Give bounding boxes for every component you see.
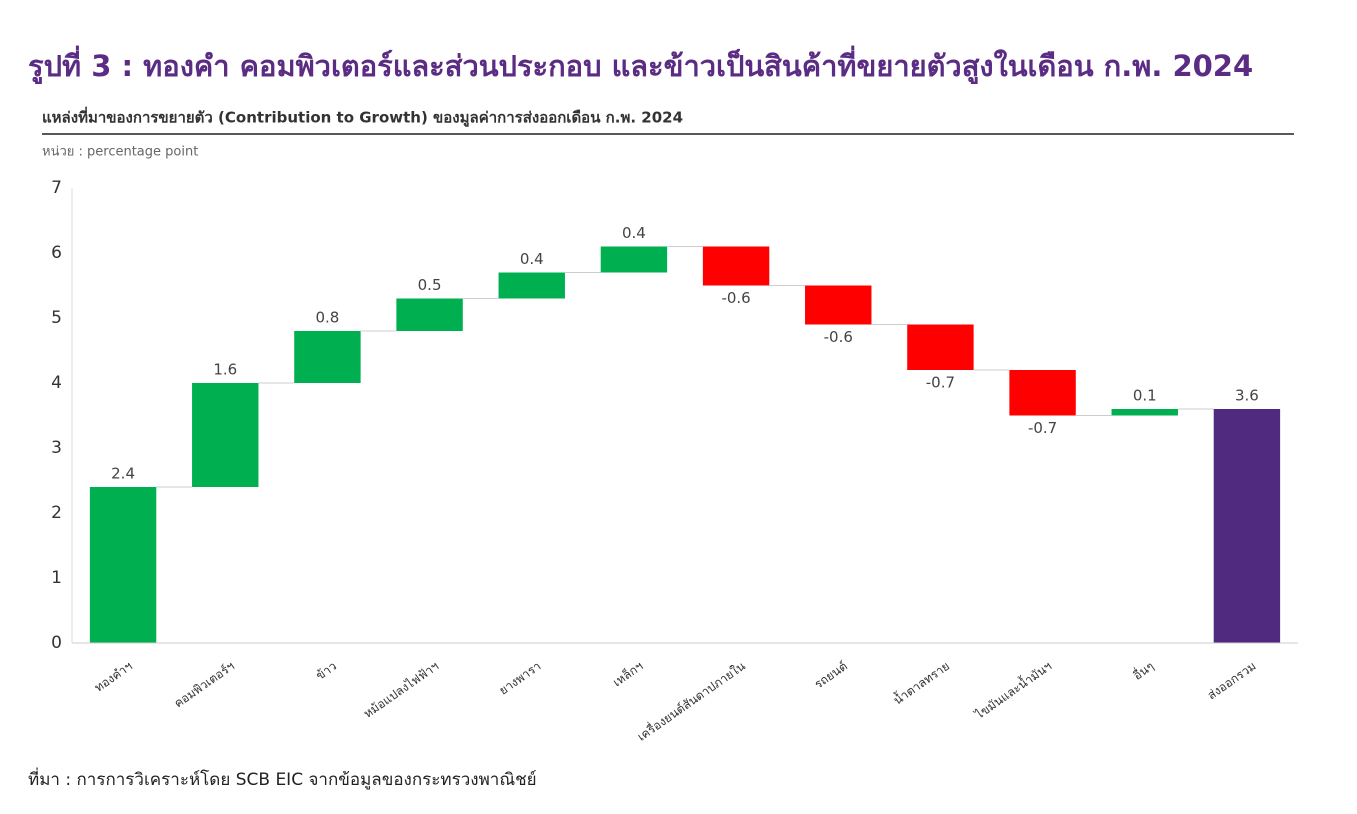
bar — [498, 272, 565, 299]
x-tick-label: ข้าว — [313, 659, 339, 683]
data-label: -0.6 — [824, 328, 853, 346]
x-tick-label: ทองคำฯ — [92, 659, 135, 695]
x-tick-label: คอมพิวเตอร์ฯ — [172, 659, 237, 711]
y-tick-label: 2 — [51, 503, 62, 523]
data-label: -0.7 — [1028, 419, 1057, 437]
y-tick-label: 0 — [51, 633, 62, 653]
y-tick-label: 6 — [51, 243, 62, 263]
x-tick-label: อื่นๆ — [1129, 657, 1156, 683]
x-tick-label: เครื่องยนต์สันดาปภายใน — [634, 657, 748, 744]
x-tick-label: หม้อแปลงไฟฟ้าฯ — [361, 659, 441, 721]
data-label: -0.7 — [926, 374, 955, 392]
bar — [89, 487, 157, 643]
data-label: 0.4 — [622, 224, 646, 242]
x-tick-label: เหล็กฯ — [610, 658, 646, 689]
y-tick-label: 3 — [51, 438, 62, 458]
data-label: 0.5 — [418, 276, 442, 294]
bar — [1213, 409, 1281, 643]
x-tick-label: ยางพารา — [497, 659, 544, 698]
bar — [396, 298, 463, 331]
data-label: 0.8 — [315, 309, 339, 327]
data-label: 0.1 — [1133, 387, 1157, 405]
data-label: 3.6 — [1235, 387, 1259, 405]
data-label: 1.6 — [213, 361, 237, 379]
x-tick-label: ไขมันและน้ำมันฯ — [971, 657, 1054, 722]
chart-title: รูปที่ 3 : ทองคำ คอมพิวเตอร์และส่วนประกอ… — [28, 45, 1253, 84]
bar — [702, 246, 770, 286]
bar — [805, 285, 872, 325]
source-note: ที่มา : การการวิเคราะห์โดย SCB EIC จากข้… — [28, 767, 537, 790]
data-label: -0.6 — [721, 289, 750, 307]
bar — [294, 331, 361, 383]
unit-label: หน่วย : percentage point — [42, 145, 198, 160]
bar — [600, 246, 668, 273]
chart-subtitle: แหล่งที่มาของการขยายตัว (Contribution to… — [42, 107, 683, 128]
data-label: 0.4 — [520, 250, 544, 268]
x-tick-label: ส่งออกรวม — [1205, 659, 1259, 703]
y-tick-label: 4 — [51, 373, 62, 393]
data-label: 2.4 — [111, 465, 135, 483]
x-tick-label: รถยนต์ — [812, 659, 850, 692]
y-tick-label: 7 — [51, 178, 62, 198]
bar — [1111, 409, 1178, 416]
x-tick-label: น้ำตาลทราย — [890, 657, 952, 707]
y-tick-label: 5 — [51, 308, 62, 328]
bar — [1009, 370, 1076, 416]
bar — [192, 383, 259, 487]
y-tick-label: 1 — [51, 568, 62, 588]
bar — [907, 324, 974, 370]
